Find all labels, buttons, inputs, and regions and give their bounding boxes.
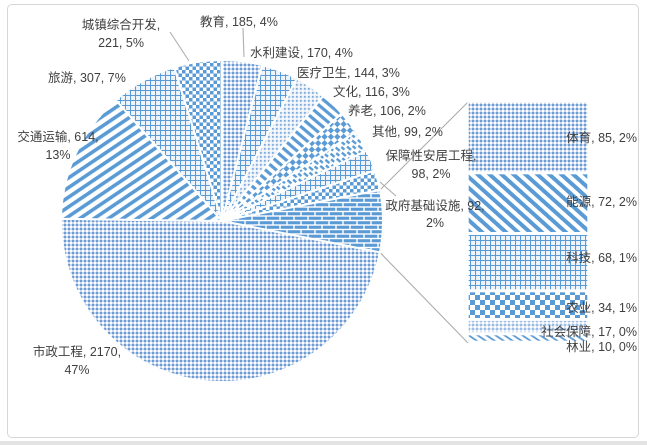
data-label-yiliao: 医疗卫生, 144, 3% bbox=[297, 66, 400, 80]
data-label-tiyu: 体育, 85, 2% bbox=[566, 130, 637, 145]
pie-slice-chengzhen bbox=[173, 59, 223, 222]
label-leader-line bbox=[379, 181, 397, 197]
label-leader-line bbox=[169, 31, 190, 62]
data-label-nengyuan: 能源, 72, 2% bbox=[566, 195, 637, 209]
pie-slice-shizheng bbox=[59, 217, 381, 383]
data-label-baozhang: 保障性安居工程, 98, 2% bbox=[386, 148, 477, 181]
bar-connector-bottom bbox=[379, 252, 469, 344]
data-label-qita: 其他, 99, 2% bbox=[372, 125, 443, 139]
connector-lines bbox=[379, 101, 469, 344]
breakout-bar-plot bbox=[467, 101, 589, 343]
bar-segment-keji bbox=[467, 233, 589, 291]
data-label-shuili: 水利建设, 170, 4% bbox=[250, 45, 353, 60]
bar-segment-linye bbox=[467, 333, 589, 343]
chart-frame-shadow bbox=[0, 441, 647, 445]
data-label-yanglao: 养老, 106, 2% bbox=[348, 103, 426, 118]
data-label-jiaotong: 交通运输, 614, 13% bbox=[17, 129, 98, 162]
bar-segment-shehui bbox=[467, 319, 589, 334]
bar-segment-tiyu bbox=[467, 101, 589, 173]
data-label-wenhua: 文化, 116, 3% bbox=[333, 84, 410, 99]
data-label-chengzhen: 城镇综合开发, 221, 5% bbox=[82, 17, 160, 50]
data-label-zhengfu: 政府基础设施, 92, 2% bbox=[385, 198, 484, 230]
data-label-keji: 科技, 68, 1% bbox=[566, 251, 637, 265]
data-labels: 教育, 185, 4% 水利建设, 170, 4% 医疗卫生, 144, 3% 文化,… bbox=[17, 14, 637, 377]
bar-connector-top bbox=[379, 101, 469, 191]
data-label-shizheng: 市政工程, 2170, 47% bbox=[33, 344, 121, 377]
pie-slice-jiaotong bbox=[60, 99, 223, 222]
data-label-linye: 林业, 10, 0% bbox=[566, 340, 637, 354]
data-label-jiaoyu: 教育, 185, 4% bbox=[200, 14, 278, 29]
bar-segment-nengyuan bbox=[467, 172, 589, 234]
data-label-nongye: 农业, 34, 1% bbox=[566, 301, 637, 315]
label-leader-line bbox=[242, 27, 245, 58]
pie-plot bbox=[59, 59, 385, 383]
label-leader-lines bbox=[169, 27, 397, 197]
data-label-lvyou: 旅游, 307, 7% bbox=[48, 71, 126, 85]
data-label-shehui: 社会保障, 17, 0% bbox=[541, 324, 637, 339]
bar-segment-nongye bbox=[467, 290, 589, 320]
